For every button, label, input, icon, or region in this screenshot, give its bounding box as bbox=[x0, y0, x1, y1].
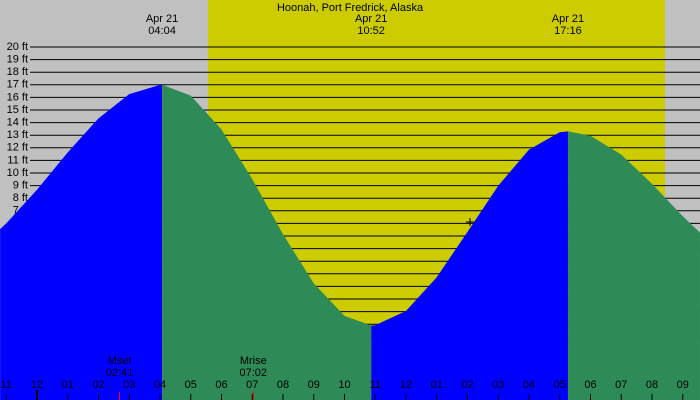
hour-label: 08 bbox=[646, 379, 658, 391]
y-tick-label: 20 ft bbox=[7, 41, 28, 53]
moon-event-time: 07:02 bbox=[240, 367, 268, 379]
y-tick-label: 14 ft bbox=[7, 117, 28, 129]
rising-tide bbox=[371, 131, 569, 400]
hour-label: 04 bbox=[523, 379, 535, 391]
tide-event-date: Apr 21 bbox=[146, 13, 178, 25]
moon-event-time: 02:41 bbox=[106, 367, 134, 379]
y-tick-label: 9 ft bbox=[13, 180, 28, 192]
y-tick-label: 12 ft bbox=[7, 142, 28, 154]
hour-label: 02 bbox=[92, 379, 104, 391]
hour-label: 08 bbox=[277, 379, 289, 391]
y-tick-label: 18 ft bbox=[7, 66, 28, 78]
hour-label: 12 bbox=[31, 379, 43, 391]
tide-event-date: Apr 21 bbox=[552, 13, 584, 25]
y-tick-label: 10 ft bbox=[7, 167, 28, 179]
hour-label: 05 bbox=[554, 379, 566, 391]
hour-label: 11 bbox=[370, 379, 381, 391]
hour-label: 06 bbox=[215, 379, 227, 391]
falling-tide bbox=[162, 84, 372, 400]
y-tick-label: 11 ft bbox=[7, 154, 28, 166]
hour-label: 05 bbox=[185, 379, 197, 391]
tide-event-time: 10:52 bbox=[357, 25, 385, 37]
y-tick-label: 13 ft bbox=[7, 129, 28, 141]
hour-label: 02 bbox=[461, 379, 473, 391]
y-tick-label: 16 ft bbox=[7, 91, 28, 103]
rising-tide bbox=[0, 84, 163, 400]
falling-tide bbox=[568, 131, 700, 400]
hour-label: 09 bbox=[677, 379, 689, 391]
y-tick-label: 19 ft bbox=[7, 54, 28, 66]
hour-label: 09 bbox=[308, 379, 320, 391]
tide-event-time: 17:16 bbox=[554, 25, 582, 37]
hour-label: 04 bbox=[154, 379, 166, 391]
hour-label: 01 bbox=[431, 379, 443, 391]
hour-label: 07 bbox=[246, 379, 258, 391]
hour-label: 07 bbox=[615, 379, 627, 391]
hour-label: 10 bbox=[338, 379, 350, 391]
hour-label: 03 bbox=[123, 379, 135, 391]
hour-label: 03 bbox=[492, 379, 504, 391]
hour-label: 01 bbox=[62, 379, 74, 391]
y-tick-label: 15 ft bbox=[7, 104, 28, 116]
hour-label: 06 bbox=[584, 379, 596, 391]
hour-label: 11 bbox=[1, 379, 12, 391]
chart-title: Hoonah, Port Fredrick, Alaska bbox=[277, 2, 424, 14]
hour-label: 12 bbox=[400, 379, 412, 391]
moon-event-label: Mset bbox=[108, 355, 132, 367]
y-tick-label: 8 ft bbox=[13, 192, 28, 204]
tide-event-date: Apr 21 bbox=[355, 13, 387, 25]
now-marker bbox=[466, 218, 474, 226]
y-tick-label: 17 ft bbox=[7, 79, 28, 91]
moon-event-label: Mrise bbox=[240, 355, 267, 367]
tide-event-time: 04:04 bbox=[148, 25, 176, 37]
